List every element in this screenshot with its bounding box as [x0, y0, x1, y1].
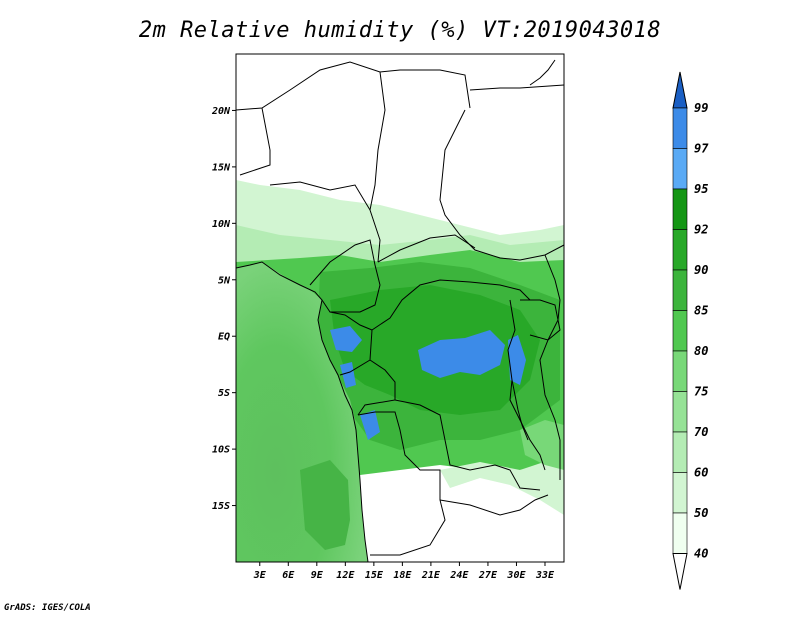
colorbar-box [672, 148, 688, 190]
colorbar-level-label: 95 [694, 182, 708, 196]
border-north-3 [369, 71, 386, 263]
colorbar-level-label: 92 [694, 223, 708, 237]
ocean-dark-patch [300, 460, 350, 550]
colorbar-box [672, 512, 688, 554]
lat-tick-label: 15N [212, 162, 231, 173]
border-drc-east [507, 299, 546, 471]
colorbar-box [672, 188, 688, 230]
colorbar-box [672, 350, 688, 392]
border-uganda [520, 299, 561, 341]
border-north-1 [236, 61, 471, 111]
border-angola [357, 411, 446, 556]
border-sudan-egypt [469, 84, 564, 91]
south-east-green [520, 420, 564, 470]
coastline [236, 261, 369, 562]
colorbar-box [672, 391, 688, 433]
colorbar-box [672, 431, 688, 473]
colorbar-box [672, 229, 688, 271]
colorbar-level-label: 50 [694, 506, 708, 520]
lon-tick-label: 30E [506, 570, 526, 581]
colorbar-box [672, 472, 688, 514]
colorbar-level-label: 90 [694, 263, 708, 277]
colorbar-level-label: 40 [694, 547, 708, 561]
colorbar: 99 97 95 92 90 85 80 75 70 60 50 40 [672, 71, 709, 590]
colorbar-top-arrow [672, 71, 688, 109]
lon-tick-label: 6E [282, 570, 295, 581]
lon-tick-label: 12E [336, 570, 355, 581]
border-north-2 [239, 107, 271, 176]
southern-dry-region [370, 470, 564, 562]
lon-tick-label: 27E [478, 570, 498, 581]
colorbar-level-label: 75 [694, 385, 708, 399]
colorbar-box [672, 310, 688, 352]
lat-tick-label: 10S [212, 445, 230, 456]
southern-light-green [440, 460, 564, 515]
border-drc-south [394, 399, 541, 491]
border-east [539, 254, 561, 480]
colorbar-level-label: 60 [694, 466, 708, 480]
colorbar-level-label: 99 [694, 101, 708, 115]
border-drc-west [357, 359, 396, 416]
colorbar-level-label: 85 [694, 304, 708, 318]
lat-tick-label: 5S [218, 388, 230, 399]
colorbar-box [672, 107, 688, 149]
political-borders [236, 59, 564, 562]
chart-title: 2m Relative humidity (%) VT:2019043018 [138, 18, 662, 43]
lon-tick-label: 3E [253, 570, 267, 581]
colorbar-box [672, 269, 688, 311]
lat-tick-label: EQ [218, 332, 230, 343]
colorbar-level-label: 80 [694, 344, 708, 358]
border-cameroon [309, 239, 381, 313]
colorbar-level-label: 97 [694, 142, 709, 156]
lon-tick-label: 21E [421, 570, 441, 581]
border-congo-drc [371, 279, 531, 331]
border-chad-car [377, 234, 476, 263]
colorbar-bottom-arrow [672, 553, 688, 590]
lon-tick-label: 24E [449, 570, 469, 581]
high-humidity-patch-south [360, 410, 380, 440]
lat-tick-label: 15S [212, 501, 230, 512]
colorbar-level-label: 70 [694, 425, 708, 439]
lake-tanganyika [511, 379, 529, 441]
lon-tick-label: 15E [365, 570, 384, 581]
high-humidity-patch-lake [508, 335, 526, 385]
latitude-axis: 20N 15N 10N 5N EQ 5S 10S 15S [211, 106, 236, 512]
high-humidity-patch-west [330, 326, 362, 352]
high-humidity-patch-coast [340, 362, 356, 388]
border-nigeria [269, 181, 371, 211]
credit-text: GrADS: IGES/COLA [4, 603, 91, 613]
red-sea-coast [529, 59, 556, 86]
longitude-axis: 3E 6E 9E 12E 15E 18E 21E 24E 27E 30E 33E [253, 562, 555, 581]
border-zambia [439, 494, 549, 516]
map-field [236, 54, 564, 562]
lon-tick-label: 33E [535, 570, 555, 581]
map-frame [235, 53, 565, 563]
lon-tick-label: 9E [311, 570, 324, 581]
high-humidity-patch-congo [418, 330, 505, 378]
lat-tick-label: 20N [211, 106, 231, 117]
lat-tick-label: 10N [212, 219, 231, 230]
lon-tick-label: 18E [393, 570, 412, 581]
border-north-4 [439, 109, 564, 261]
lat-tick-label: 5N [218, 275, 231, 286]
